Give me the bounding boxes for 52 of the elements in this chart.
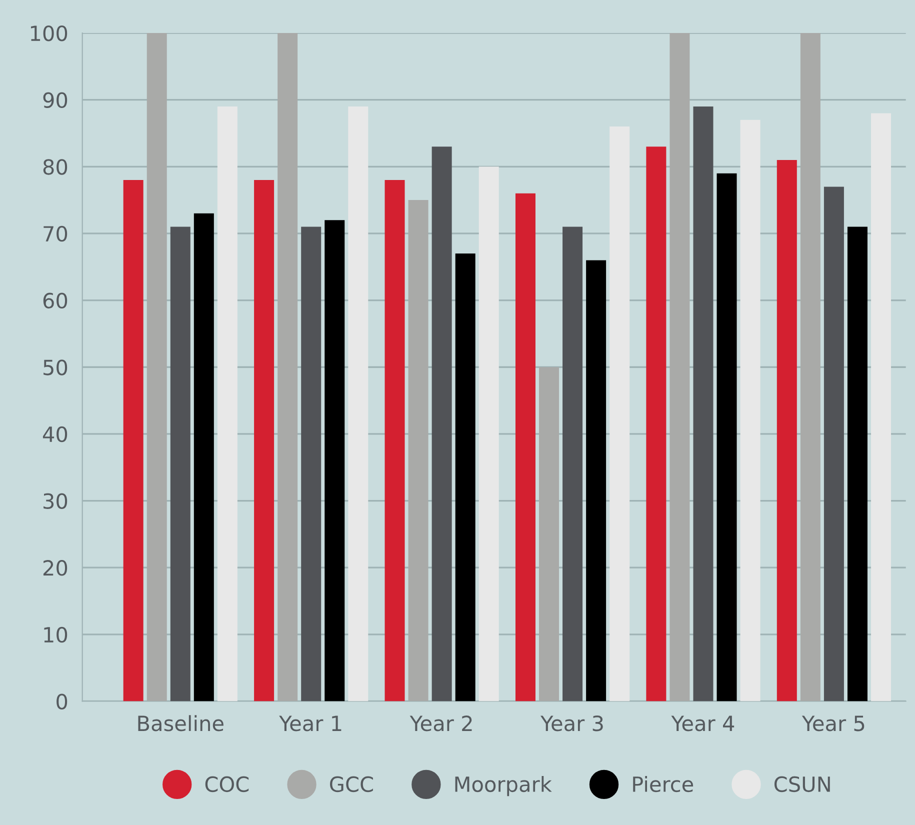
y-tick-label: 60 (43, 292, 68, 309)
x-tick-label: Baseline (138, 715, 224, 732)
bar (170, 226, 190, 702)
bar (432, 146, 452, 702)
y-tick-label: 90 (43, 92, 68, 108)
x-tick-label: Year 1 (279, 716, 342, 732)
y-tick-label: 10 (44, 626, 68, 643)
bar (146, 33, 167, 702)
legend-label: Pierce (633, 776, 694, 792)
bar (254, 180, 274, 702)
bar (646, 146, 666, 702)
legend-label: COC (205, 776, 249, 792)
bar (716, 173, 737, 702)
x-tick-label: Year 4 (671, 716, 734, 732)
bar (824, 186, 844, 702)
y-tick-label: 80 (43, 159, 68, 175)
y-tick-label: 100 (30, 25, 68, 42)
bar (670, 33, 690, 702)
bar (194, 213, 214, 702)
y-tick-label: 50 (44, 360, 68, 376)
bar (586, 260, 606, 702)
bar (408, 200, 428, 702)
bar (324, 220, 345, 702)
y-tick-label: 40 (42, 426, 68, 442)
bar (800, 33, 820, 702)
bar (478, 166, 499, 702)
legend-label: GCC (330, 776, 373, 792)
bar (217, 106, 238, 702)
bar (278, 33, 298, 702)
bar (776, 160, 797, 702)
bar (740, 120, 760, 702)
x-tick-label: Year 2 (410, 716, 472, 732)
x-tick-label: Year 5 (802, 716, 864, 732)
y-tick-label: 20 (43, 560, 68, 576)
legend-label: CSUN (774, 776, 830, 792)
x-tick-label: Year 3 (540, 716, 603, 732)
y-tick-label: 70 (44, 226, 68, 242)
bar (847, 226, 868, 702)
bar (693, 106, 714, 702)
y-tick-label: 30 (44, 493, 68, 509)
bar (123, 180, 144, 702)
bar (539, 367, 559, 702)
y-tick-label: 0 (56, 694, 68, 710)
bar (301, 226, 322, 702)
bar (384, 180, 405, 702)
bar (455, 254, 476, 702)
bar (610, 126, 630, 702)
bar (562, 226, 583, 702)
bar (871, 113, 892, 702)
bar (515, 193, 536, 702)
legend-label: Moorpark (455, 776, 552, 796)
bar (348, 106, 368, 702)
